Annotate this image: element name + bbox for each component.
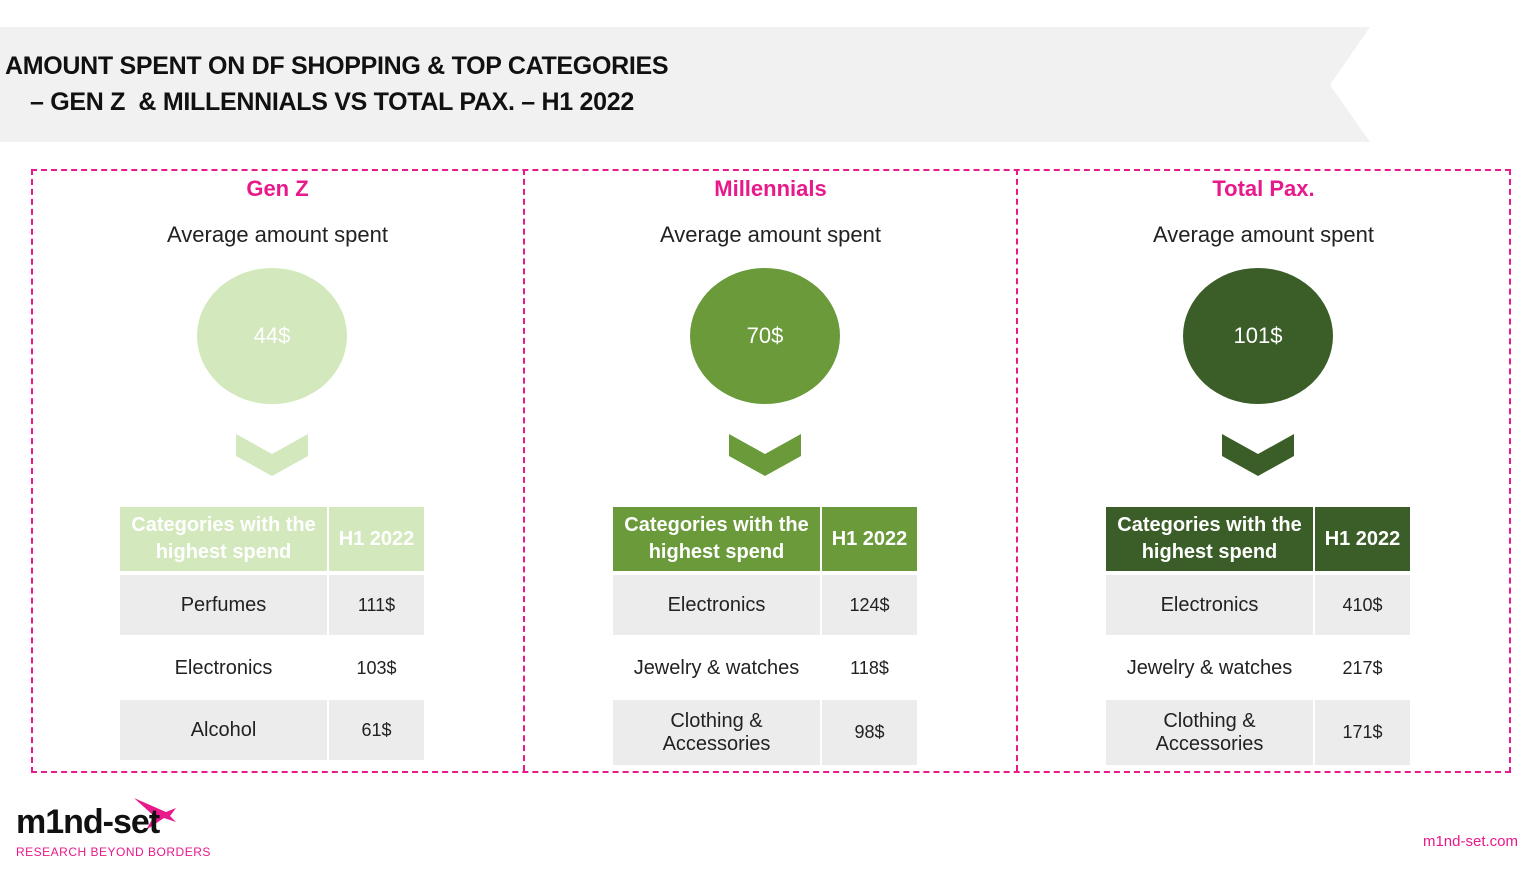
panel-title: Gen Z	[246, 176, 309, 201]
chevron-shape	[1222, 434, 1294, 476]
table-cell: Electronics	[1106, 575, 1313, 635]
site-url: m1nd-set.com	[1422, 833, 1518, 850]
panel-subtitle: Average amount spent	[167, 222, 388, 247]
table-cell: Electronics	[613, 575, 820, 635]
table-cell: 118$	[850, 657, 889, 678]
title-banner	[0, 27, 1370, 142]
table-header: H1 2022	[822, 507, 917, 571]
table-header: H1 2022	[329, 507, 424, 571]
table-cell: 61$	[329, 700, 424, 760]
table-cell: Alcohol	[120, 700, 327, 760]
panels-frame	[31, 169, 1511, 773]
banner-shape	[0, 27, 1370, 142]
table-cell: Clothing & Accessories	[1106, 700, 1313, 765]
amount-circle: 101$	[1183, 268, 1333, 404]
chevron-shape	[236, 434, 308, 476]
table-cell: Jewelry & watches	[1126, 656, 1293, 679]
table-header: Categories with the highest spend	[120, 507, 327, 571]
title-line: – GEN Z & MILLENNIALS VS TOTAL PAX. – H1…	[30, 88, 634, 116]
table-cell: Electronics	[174, 656, 273, 679]
table-cell: 111$	[329, 575, 424, 635]
title-line: AMOUNT SPENT ON DF SHOPPING & TOP CATEGO…	[5, 52, 669, 80]
table-cell: 124$	[822, 575, 917, 635]
table-cell: 217$	[1342, 657, 1383, 678]
amount-circle: 44$	[197, 268, 347, 404]
panel-subtitle: Average amount spent	[1153, 222, 1374, 247]
amount-circle: 70$	[690, 268, 840, 404]
table-cell: 171$	[1315, 700, 1410, 765]
chevron-shape	[729, 434, 801, 476]
chevron	[729, 434, 801, 476]
panel-divider	[523, 169, 525, 771]
table-header: H1 2022	[1315, 507, 1410, 571]
table-cell: Clothing & Accessories	[613, 700, 820, 765]
table-cell: 410$	[1315, 575, 1410, 635]
panel-title: Millennials	[714, 176, 827, 201]
table-header: Categories with the highest spend	[1106, 507, 1313, 571]
tagline: RESEARCH BEYOND BORDERS	[16, 845, 211, 859]
table-header: Categories with the highest spend	[613, 507, 820, 571]
chevron	[1222, 434, 1294, 476]
table-cell: Perfumes	[120, 575, 327, 635]
logo: m1nd-set	[16, 803, 160, 841]
plane-icon	[134, 798, 176, 830]
panel-divider	[1016, 169, 1018, 771]
table-cell: 98$	[822, 700, 917, 765]
panel-title: Total Pax.	[1212, 176, 1315, 201]
logo-plane	[134, 798, 176, 830]
table-cell: Jewelry & watches	[633, 656, 800, 679]
table-cell: 103$	[356, 657, 397, 678]
panel-subtitle: Average amount spent	[660, 222, 881, 247]
chevron	[236, 434, 308, 476]
